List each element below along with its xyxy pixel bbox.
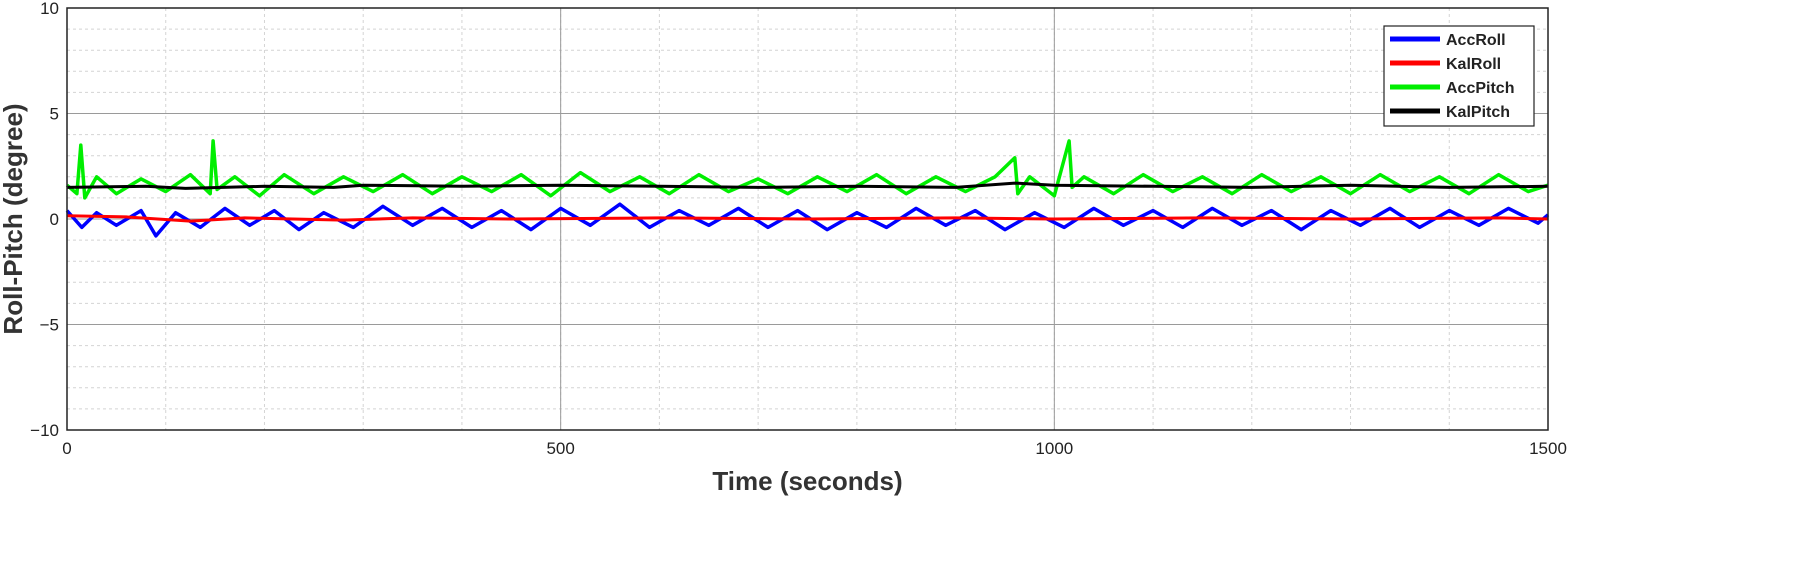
y-tick-label: 10 [40,0,59,18]
y-tick-label: 5 [50,105,59,124]
series-line-accroll [65,202,1550,238]
series-lines [65,139,1550,238]
legend-label-kalpitch: KalPitch [1446,104,1510,121]
x-tick-label: 500 [546,439,574,458]
legend: AccRoll KalRoll AccPitch KalPitch [1383,25,1535,127]
tick-labels: 0 500 1000 1500 −10 −5 0 5 10 [30,0,1567,458]
y-tick-label: −10 [30,421,59,440]
y-tick-label: 0 [50,210,59,229]
y-axis-label: Roll-Pitch (degree) [0,103,28,334]
legend-label-accpitch: AccPitch [1446,80,1514,97]
legend-label-kalroll: KalRoll [1446,56,1501,73]
series-line-kalroll [66,214,1549,223]
x-axis-label: Time (seconds) [712,466,902,496]
series-line-kalpitch [66,181,1549,190]
series-line-accpitch [65,139,1549,200]
y-tick-label: −5 [40,316,59,335]
legend-label-accroll: AccRoll [1446,32,1506,49]
plot-frame [66,7,1549,431]
x-tick-label: 1000 [1035,439,1073,458]
x-tick-label: 1500 [1529,439,1567,458]
x-tick-label: 0 [62,439,71,458]
